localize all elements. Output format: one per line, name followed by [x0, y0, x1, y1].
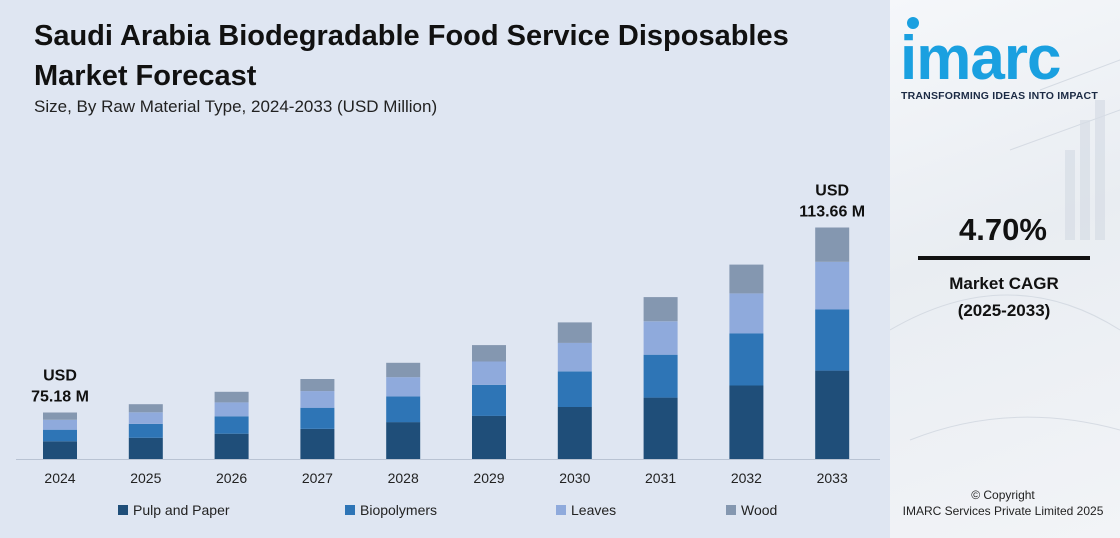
- stacked-bar-chart: 2024 2025 2026 2027 2028 2029 2030 2031 2032 2033…: [16, 182, 880, 486]
- bar-segment-wood-2029: [472, 345, 506, 362]
- legend-label: Biopolymers: [360, 502, 438, 518]
- bar-segment-leaves-2033: [815, 261, 850, 310]
- bar-segment-pulp-and-paper-2026: [214, 433, 249, 459]
- bar-segment-wood-2031: [643, 297, 678, 322]
- chart-title-line-1: Saudi Arabia Biodegradable Food Service …: [34, 20, 789, 52]
- bar-segment-biopolymers-2026: [214, 416, 249, 434]
- cagr-divider: [918, 256, 1090, 260]
- copyright-notice: © Copyright IMARC Services Private Limit…: [893, 487, 1113, 519]
- bar-segment-leaves-2025: [128, 412, 163, 424]
- x-tick-label: 2032: [731, 470, 762, 486]
- bar-segment-pulp-and-paper-2024: [43, 441, 77, 459]
- legend-item-pulp-and-paper: Pulp and Paper: [118, 502, 230, 518]
- legend-swatch: [726, 505, 736, 515]
- bar-segment-wood-2025: [128, 404, 163, 413]
- copyright-line: © Copyright: [971, 488, 1035, 502]
- x-tick-label: 2033: [817, 470, 848, 486]
- legend-swatch: [118, 505, 128, 515]
- bar-segment-wood-2033: [815, 227, 850, 262]
- bar-segment-pulp-and-paper-2031: [643, 397, 678, 459]
- total-annotation-currency: USD: [43, 368, 77, 385]
- total-annotation-value: 75.18 M: [31, 389, 89, 406]
- bar-segment-biopolymers-2030: [557, 371, 592, 407]
- bar-segment-wood-2030: [557, 322, 592, 343]
- bar-segment-biopolymers-2024: [43, 429, 77, 442]
- x-tick-label: 2028: [388, 470, 419, 486]
- legend-item-wood: Wood: [726, 502, 777, 518]
- logo-dot-icon: [907, 17, 919, 29]
- bar-segment-leaves-2032: [729, 293, 764, 334]
- total-annotation-value: 113.66 M: [799, 203, 865, 220]
- bar-segment-pulp-and-paper-2030: [557, 407, 592, 459]
- cagr-label-line-1: Market CAGR: [949, 274, 1059, 293]
- chart-legend: Pulp and Paper Biopolymers Leaves Wood: [0, 502, 890, 522]
- legend-label: Leaves: [571, 502, 617, 518]
- bar-segment-biopolymers-2027: [300, 407, 335, 429]
- bar-segment-biopolymers-2029: [472, 384, 506, 416]
- bar-segment-biopolymers-2032: [729, 333, 764, 386]
- bar-segment-leaves-2024: [43, 419, 77, 430]
- brand-tagline: TRANSFORMING IDEAS INTO IMPACT: [901, 90, 1098, 102]
- bar-segment-pulp-and-paper-2025: [128, 437, 163, 459]
- bar-segment-pulp-and-paper-2032: [729, 385, 764, 459]
- bar-segment-biopolymers-2028: [386, 396, 421, 423]
- bar-segment-pulp-and-paper-2033: [815, 370, 850, 459]
- bar-segment-wood-2027: [300, 379, 335, 392]
- legend-label: Pulp and Paper: [133, 502, 230, 518]
- x-tick-label: 2030: [559, 470, 590, 486]
- bar-segment-biopolymers-2031: [643, 354, 678, 398]
- cagr-label: Market CAGR (2025-2033): [918, 270, 1090, 324]
- bar-segment-leaves-2028: [386, 377, 421, 397]
- total-annotation-currency: USD: [815, 182, 849, 199]
- bar-segment-biopolymers-2025: [128, 423, 163, 438]
- bar-segment-leaves-2027: [300, 391, 335, 408]
- chart-title-line-2: Market Forecast: [34, 60, 257, 92]
- x-tick-label: 2029: [473, 470, 504, 486]
- bar-segment-biopolymers-2033: [815, 309, 850, 371]
- x-tick-label: 2026: [216, 470, 247, 486]
- bar-segment-leaves-2029: [472, 361, 506, 385]
- decorative-background-graphic: [890, 59, 1120, 441]
- legend-swatch: [345, 505, 355, 515]
- bar-segment-pulp-and-paper-2029: [472, 415, 506, 459]
- copyright-company: IMARC Services Private Limited 2025: [902, 504, 1104, 518]
- x-tick-label: 2025: [130, 470, 161, 486]
- bar-segment-leaves-2026: [214, 402, 249, 417]
- x-tick-label: 2027: [302, 470, 333, 486]
- side-panel: [890, 0, 1120, 538]
- logo-text: imarc: [900, 24, 1061, 93]
- bar-segment-leaves-2030: [557, 342, 592, 372]
- chart-title: Saudi Arabia Biodegradable Food Service …: [34, 16, 874, 96]
- bar-segment-wood-2024: [43, 412, 77, 420]
- bar-segment-wood-2032: [729, 264, 764, 294]
- bar-segment-leaves-2031: [643, 321, 678, 355]
- legend-label: Wood: [741, 502, 778, 518]
- chart-subtitle: Size, By Raw Material Type, 2024-2033 (U…: [34, 97, 438, 116]
- legend-swatch: [556, 505, 566, 515]
- legend-item-leaves: Leaves: [556, 502, 616, 518]
- imarc-logo: imarc: [900, 10, 1110, 102]
- cagr-label-line-2: (2025-2033): [957, 301, 1051, 320]
- bar-segment-pulp-and-paper-2027: [300, 429, 335, 459]
- x-tick-label: 2024: [44, 470, 75, 486]
- cagr-value: 4.70%: [959, 212, 1047, 247]
- bar-segment-wood-2026: [214, 391, 249, 403]
- bar-segment-wood-2028: [386, 362, 421, 378]
- x-tick-label: 2031: [645, 470, 676, 486]
- bar-segment-pulp-and-paper-2028: [386, 422, 421, 459]
- legend-item-biopolymers: Biopolymers: [345, 502, 437, 518]
